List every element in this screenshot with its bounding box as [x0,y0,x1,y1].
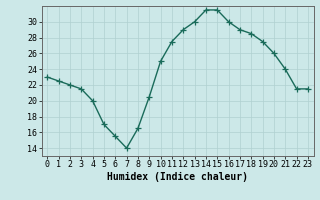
X-axis label: Humidex (Indice chaleur): Humidex (Indice chaleur) [107,172,248,182]
